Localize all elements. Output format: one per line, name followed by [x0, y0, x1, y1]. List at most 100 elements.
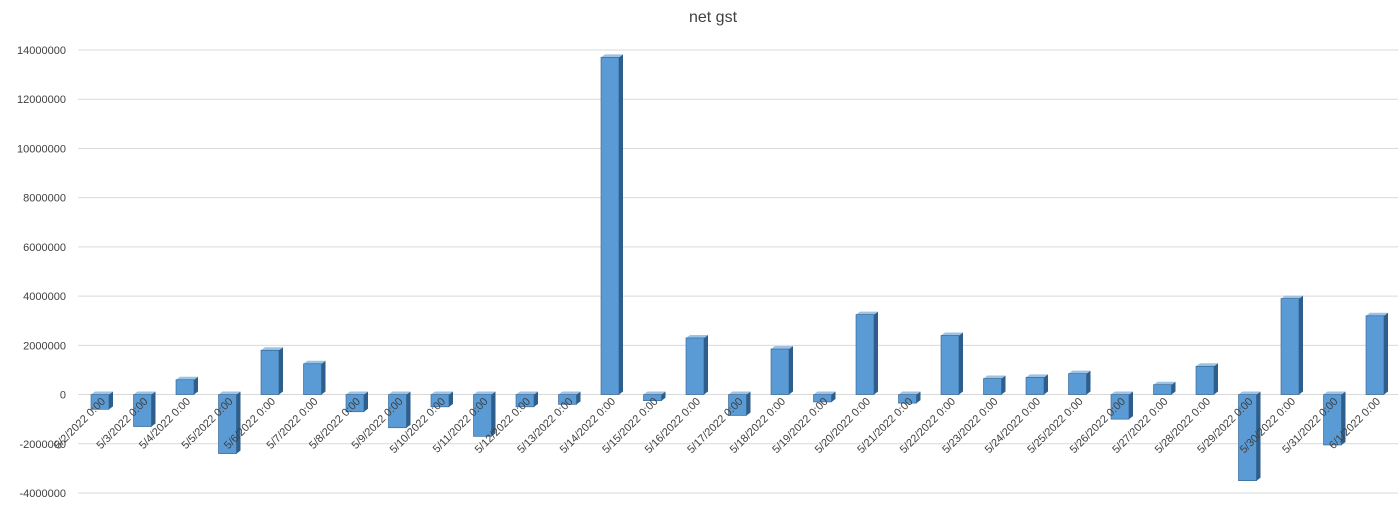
bar-side [1341, 391, 1346, 446]
y-tick-label: 0 [60, 390, 66, 402]
bar-side [1044, 374, 1048, 395]
bar-top [473, 391, 496, 395]
bar-side [831, 391, 836, 402]
bar-front [388, 394, 407, 429]
bar-side [1214, 363, 1218, 395]
bar [515, 391, 538, 408]
bar-top [1366, 312, 1388, 316]
bar-side [449, 391, 453, 407]
bar-side [406, 391, 411, 428]
bar [1323, 391, 1346, 446]
bar-side [1171, 381, 1176, 395]
bar-side [1384, 312, 1388, 395]
bar [770, 346, 793, 395]
bar [90, 391, 113, 410]
bar-front [1195, 365, 1215, 395]
bar [1365, 312, 1388, 395]
y-axis-ticks: -4000000 -2000000 0 2000000 4000000 6000000 80… [17, 45, 66, 500]
bars [90, 54, 1388, 481]
bar-side [959, 332, 963, 395]
bar-side [236, 391, 241, 454]
bar-side [109, 391, 113, 410]
bar-side [874, 311, 878, 395]
bar [430, 391, 453, 408]
bar-front [983, 378, 1002, 395]
bar-top [303, 360, 326, 364]
bar-top [261, 347, 283, 351]
bar-top [601, 54, 623, 58]
bar [940, 332, 963, 395]
bar [728, 391, 751, 416]
bar-top [1196, 363, 1218, 367]
bar [643, 391, 666, 402]
bar-side [151, 391, 156, 427]
bar-side [704, 334, 708, 395]
y-tick-label: 6000000 [23, 242, 66, 254]
bar [260, 347, 283, 395]
bar [600, 54, 623, 395]
bar [1280, 295, 1303, 395]
bar-side [916, 391, 921, 404]
bar-top [898, 391, 921, 395]
bar-top [1153, 381, 1176, 385]
bar-front [515, 394, 535, 408]
bar [388, 391, 411, 429]
y-tick-label: 10000000 [17, 143, 66, 155]
bar-front [175, 379, 195, 395]
bar-side [1129, 391, 1133, 420]
bar [1153, 381, 1176, 395]
bar-side [789, 346, 793, 395]
bar-side [576, 391, 581, 405]
x-axis-ticks: 5/2/2022 0:005/3/2022 0:005/4/2022 0:005… [52, 396, 1383, 456]
bar-front [260, 349, 280, 395]
bar-side [1086, 370, 1091, 395]
bar-top [1238, 391, 1261, 395]
bar-front [898, 394, 917, 404]
bar-front [345, 394, 365, 413]
bar-side [1299, 295, 1303, 395]
bar-top [516, 391, 538, 395]
bar-top [983, 375, 1006, 379]
bar-top [728, 391, 751, 395]
bar-top [813, 391, 836, 395]
bar-front [473, 394, 492, 437]
y-tick-label: 14000000 [17, 45, 66, 57]
bar-top [1323, 391, 1346, 395]
bar [133, 391, 156, 427]
bar [218, 391, 241, 454]
bar-front [1025, 377, 1045, 395]
bar-front [430, 394, 450, 408]
bar-front [218, 394, 237, 454]
bar-front [558, 394, 577, 405]
bar-top [771, 346, 793, 350]
bar [813, 391, 836, 403]
bar-side [491, 391, 496, 437]
bar-top [1281, 295, 1303, 299]
chart-title: net gst [689, 9, 738, 26]
bar-top [1068, 370, 1091, 374]
bar-front [1280, 298, 1300, 395]
bar [855, 311, 878, 395]
bar-top [133, 391, 156, 395]
bar-front [133, 394, 152, 427]
bar [303, 360, 326, 395]
bar-front [1365, 315, 1385, 395]
bar-front [1323, 394, 1342, 446]
y-tick-label: 12000000 [17, 94, 66, 106]
bar-front [90, 394, 110, 410]
bar-side [321, 360, 326, 395]
bar [1025, 374, 1048, 395]
bar-top [431, 391, 453, 395]
bar-side [364, 391, 368, 412]
bar-front [770, 348, 790, 395]
bar-front [1110, 394, 1130, 420]
bar [345, 391, 368, 413]
bar-top [856, 311, 878, 315]
bar [175, 376, 198, 395]
bar-top [558, 391, 581, 395]
bar-front [855, 314, 875, 395]
bar-front [1068, 373, 1087, 395]
bar [473, 391, 496, 437]
y-tick-label: -2000000 [20, 439, 67, 451]
